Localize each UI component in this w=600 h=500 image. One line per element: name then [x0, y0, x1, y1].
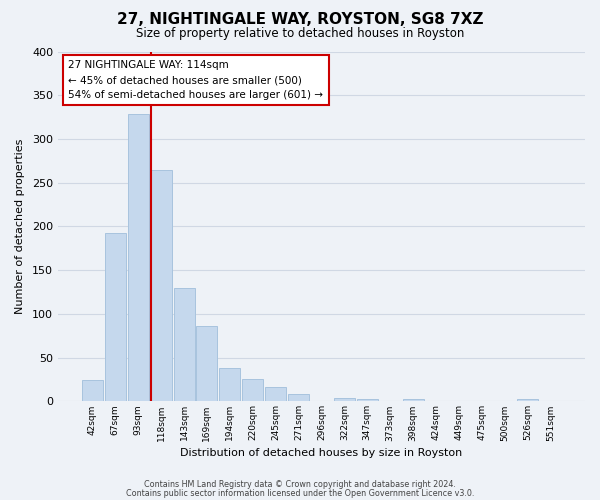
Text: 27, NIGHTINGALE WAY, ROYSTON, SG8 7XZ: 27, NIGHTINGALE WAY, ROYSTON, SG8 7XZ [117, 12, 483, 28]
Bar [403, 399, 424, 402]
Y-axis label: Number of detached properties: Number of detached properties [15, 139, 25, 314]
Bar [334, 398, 355, 402]
Bar [265, 386, 286, 402]
Bar [220, 368, 241, 402]
Text: Size of property relative to detached houses in Royston: Size of property relative to detached ho… [136, 28, 464, 40]
Text: Contains public sector information licensed under the Open Government Licence v3: Contains public sector information licen… [126, 488, 474, 498]
Bar [128, 114, 149, 402]
Text: 27 NIGHTINGALE WAY: 114sqm
← 45% of detached houses are smaller (500)
54% of sem: 27 NIGHTINGALE WAY: 114sqm ← 45% of deta… [68, 60, 323, 100]
X-axis label: Distribution of detached houses by size in Royston: Distribution of detached houses by size … [181, 448, 463, 458]
Bar [242, 378, 263, 402]
Bar [82, 380, 103, 402]
Bar [288, 394, 309, 402]
Bar [517, 399, 538, 402]
Text: Contains HM Land Registry data © Crown copyright and database right 2024.: Contains HM Land Registry data © Crown c… [144, 480, 456, 489]
Bar [196, 326, 217, 402]
Bar [357, 399, 378, 402]
Bar [105, 232, 126, 402]
Bar [151, 170, 172, 402]
Bar [173, 288, 194, 402]
